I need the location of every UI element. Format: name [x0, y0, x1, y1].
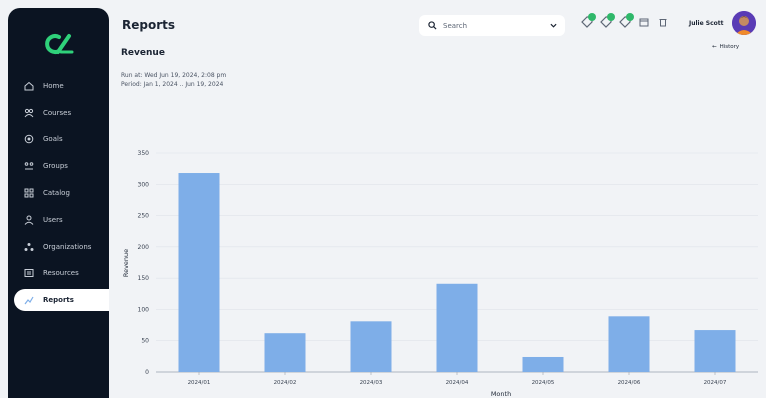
sidebar-item-label: Groups — [43, 162, 68, 170]
goals-icon — [24, 134, 34, 144]
notification-badge — [626, 13, 634, 21]
avatar-image — [732, 11, 756, 35]
reports-icon — [24, 295, 34, 305]
sidebar-item-label: Catalog — [43, 189, 70, 197]
y-axis-label: Revenue — [122, 249, 130, 277]
search-icon — [428, 21, 437, 30]
x-tick-label: 2024/03 — [360, 380, 383, 386]
calendar-icon — [639, 18, 649, 27]
x-tick-label: 2024/01 — [188, 380, 211, 386]
sidebar-item-reports[interactable]: Reports — [14, 289, 109, 311]
run-at-text: Run at: Wed Jun 19, 2024, 2:08 pm — [121, 72, 227, 79]
sidebar-item-catalog[interactable]: Catalog — [14, 182, 109, 204]
user-name[interactable]: Julie Scott — [689, 20, 724, 27]
period-text: Period: Jan 1, 2024 .. Jun 19, 2024 — [121, 81, 224, 88]
sidebar-item-label: Resources — [43, 269, 79, 277]
bar — [522, 356, 564, 372]
y-tick-label: 0 — [145, 369, 149, 376]
notification-badge — [607, 13, 615, 21]
y-tick-label: 150 — [138, 275, 150, 282]
y-tick-label: 100 — [138, 306, 150, 313]
trash-icon — [659, 19, 667, 27]
sidebar-item-label: Reports — [43, 296, 74, 304]
bar — [694, 330, 736, 372]
bar — [608, 316, 650, 372]
search-placeholder: Search — [443, 21, 468, 30]
history-button[interactable]: ← History — [712, 44, 739, 50]
bar — [264, 333, 306, 372]
sidebar-item-label: Courses — [43, 109, 72, 117]
groups-icon — [24, 161, 34, 171]
x-tick-label: 2024/07 — [704, 380, 727, 386]
sidebar: Home Courses Goals Groups Catalog Users Organi… — [8, 8, 109, 398]
users-icon — [24, 215, 34, 225]
brand-logo[interactable] — [45, 32, 75, 56]
organizations-icon — [24, 242, 34, 252]
x-axis-label: Month — [491, 390, 511, 398]
y-tick-label: 300 — [138, 181, 150, 188]
sidebar-item-groups[interactable]: Groups — [14, 155, 109, 177]
avatar[interactable] — [732, 11, 756, 35]
sidebar-item-resources[interactable]: Resources — [14, 262, 109, 284]
y-tick-label: 200 — [138, 244, 150, 251]
x-tick-label: 2024/04 — [446, 380, 469, 386]
notification-button-1[interactable] — [580, 13, 596, 31]
home-icon — [24, 81, 34, 91]
notification-button-3[interactable] — [618, 13, 634, 31]
y-tick-label: 50 — [141, 338, 149, 345]
run-info: Run at: Wed Jun 19, 2024, 2:08 pm Period… — [121, 71, 226, 89]
page-title: Reports — [122, 18, 176, 32]
report-title: Revenue — [121, 48, 165, 58]
sidebar-item-organizations[interactable]: Organizations — [14, 236, 109, 258]
sidebar-item-courses[interactable]: Courses — [14, 102, 109, 124]
notification-button-2[interactable] — [599, 13, 615, 31]
search-input[interactable]: Search — [419, 15, 565, 36]
header-icons — [580, 13, 670, 31]
x-tick-label: 2024/06 — [618, 380, 641, 386]
bar — [436, 283, 478, 372]
x-tick-label: 2024/02 — [274, 380, 297, 386]
sidebar-item-label: Home — [43, 82, 64, 90]
sidebar-item-users[interactable]: Users — [14, 209, 109, 231]
resources-icon — [24, 268, 34, 278]
chevron-down-icon[interactable] — [550, 22, 557, 29]
courses-icon — [24, 108, 34, 118]
sidebar-item-label: Goals — [43, 135, 63, 143]
calendar-button[interactable] — [637, 13, 651, 31]
sidebar-item-goals[interactable]: Goals — [14, 128, 109, 150]
history-label: History — [719, 44, 740, 50]
arrow-left-icon: ← — [712, 44, 717, 50]
bar — [350, 321, 392, 372]
catalog-icon — [24, 188, 34, 198]
sidebar-item-home[interactable]: Home — [14, 75, 109, 97]
notification-badge — [588, 13, 596, 21]
trash-button[interactable] — [656, 13, 670, 31]
sidebar-item-label: Organizations — [43, 243, 92, 251]
x-tick-label: 2024/05 — [532, 380, 555, 386]
y-tick-label: 250 — [138, 213, 150, 220]
sidebar-item-label: Users — [43, 216, 63, 224]
y-tick-label: 350 — [138, 150, 150, 157]
bar — [178, 173, 220, 372]
